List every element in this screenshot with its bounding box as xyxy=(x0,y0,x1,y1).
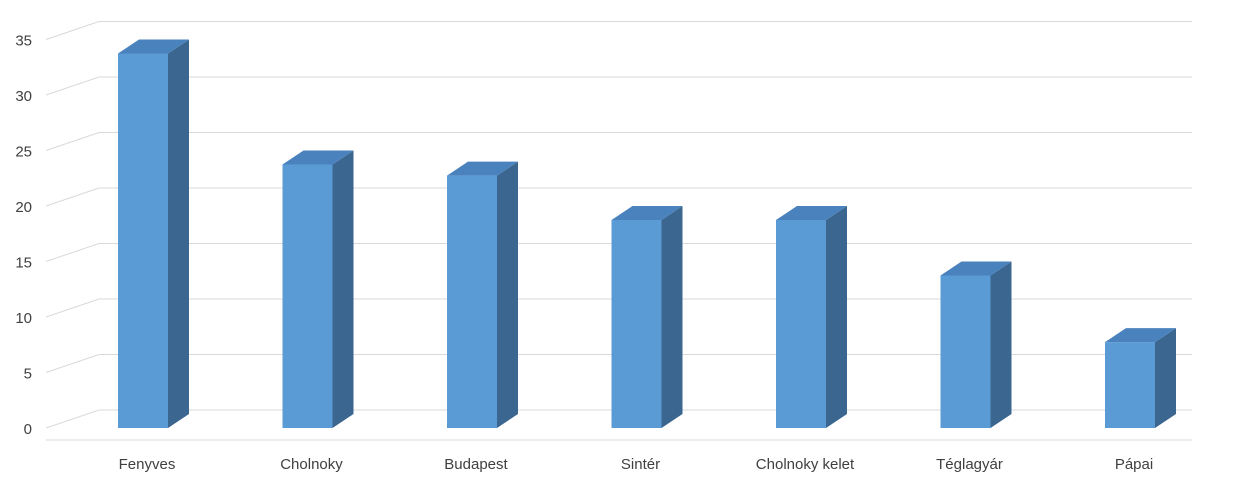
bars xyxy=(118,39,1176,428)
bar-pápai xyxy=(1105,328,1176,428)
bar-cholnoky xyxy=(282,150,354,428)
bar-side xyxy=(826,206,847,428)
bar-side xyxy=(497,161,518,428)
y-axis-ticks: 0 5 10 15 20 25 30 35 xyxy=(15,33,32,439)
y-tick-label: 35 xyxy=(15,33,32,50)
bar-front xyxy=(611,220,662,428)
gridline xyxy=(45,132,1192,151)
gridline xyxy=(45,187,1192,207)
bar-top xyxy=(776,206,847,220)
x-axis-categories: Fenyves Cholnoky Budapest Sintér Cholnoky ke… xyxy=(119,456,1154,473)
gridlines xyxy=(45,21,1192,441)
bar-fenyves xyxy=(118,39,189,428)
bar-front xyxy=(447,175,497,428)
x-category-label: Fenyves xyxy=(119,456,176,473)
bar-front xyxy=(1105,342,1155,428)
bar-side xyxy=(168,39,189,428)
bar-side xyxy=(661,206,683,428)
bar-front xyxy=(776,220,826,428)
bar-top xyxy=(611,206,683,220)
y-tick-label: 10 xyxy=(15,310,32,327)
bar-top xyxy=(282,150,354,165)
bar-front xyxy=(118,53,168,428)
y-tick-label: 15 xyxy=(15,255,32,272)
x-category-label: Pápai xyxy=(1115,456,1153,473)
gridline xyxy=(45,21,1192,40)
x-category-label: Téglagyár xyxy=(936,456,1003,473)
bar-cholnoky-kelet xyxy=(776,206,847,428)
bar-top xyxy=(1105,328,1176,343)
bar-front xyxy=(940,275,991,428)
bar-téglagyár xyxy=(940,261,1012,428)
bar-side xyxy=(1155,328,1176,428)
y-tick-label: 20 xyxy=(15,199,32,216)
bar-top xyxy=(447,161,518,176)
bar-side xyxy=(990,261,1012,428)
x-category-label: Cholnoky xyxy=(280,456,343,473)
bar-side xyxy=(332,150,354,428)
bar-budapest xyxy=(447,161,518,428)
y-tick-label: 0 xyxy=(24,421,32,438)
gridline xyxy=(45,76,1192,96)
y-tick-label: 5 xyxy=(24,366,32,383)
bar-top xyxy=(118,39,189,54)
x-category-label: Sintér xyxy=(621,456,660,473)
bar-front xyxy=(282,164,333,428)
y-tick-label: 25 xyxy=(15,144,32,161)
x-category-label: Cholnoky kelet xyxy=(756,456,855,473)
bar-sintér xyxy=(611,206,683,428)
y-tick-label: 30 xyxy=(15,88,32,105)
x-category-label: Budapest xyxy=(444,456,508,473)
bar-top xyxy=(940,261,1012,276)
